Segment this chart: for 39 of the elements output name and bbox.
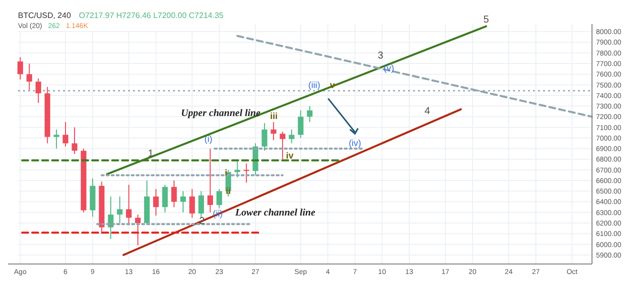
series-label: Upper channel line bbox=[180, 108, 261, 119]
candlestick bbox=[62, 122, 68, 147]
candlestick bbox=[153, 188, 159, 216]
annotation: 4 bbox=[424, 106, 431, 117]
annotation: iv bbox=[286, 150, 294, 160]
annotation: (iv) bbox=[348, 138, 362, 148]
candlestick bbox=[288, 128, 294, 144]
annotation: 5 bbox=[483, 14, 490, 26]
candlestick bbox=[72, 126, 78, 154]
candlestick bbox=[198, 190, 204, 218]
candlestick bbox=[216, 188, 222, 209]
candlestick bbox=[280, 131, 286, 160]
annotation: 2 bbox=[199, 216, 206, 228]
candlestick bbox=[135, 214, 141, 246]
candlestick bbox=[270, 122, 276, 141]
candlestick bbox=[171, 180, 177, 208]
annotation: i bbox=[224, 168, 228, 178]
candlestick bbox=[26, 63, 32, 91]
annotation: 3 bbox=[378, 50, 384, 62]
chart-title: BTC/USD, 240 bbox=[18, 11, 71, 20]
candlestick bbox=[244, 163, 250, 184]
candlestick bbox=[207, 148, 214, 213]
candlestick bbox=[36, 78, 42, 104]
series-label: Lower channel line bbox=[234, 207, 316, 218]
candlestick bbox=[180, 190, 186, 213]
candlestick bbox=[17, 56, 24, 80]
candlestick bbox=[54, 128, 60, 150]
candlestick bbox=[234, 160, 240, 178]
candlestick bbox=[262, 122, 268, 152]
candlestick bbox=[126, 184, 132, 226]
candlestick bbox=[189, 188, 195, 218]
chart-subtitle: O7217.97 H7276.46 L7200.00 C7214.35 bbox=[78, 11, 224, 20]
annotation: iii bbox=[270, 111, 278, 122]
annotation: (i) bbox=[204, 134, 212, 144]
candlestick bbox=[306, 106, 313, 123]
annotation: (iii) bbox=[308, 80, 320, 90]
candlestick bbox=[298, 110, 304, 138]
candlestick bbox=[116, 196, 123, 224]
candlestick bbox=[162, 184, 168, 213]
